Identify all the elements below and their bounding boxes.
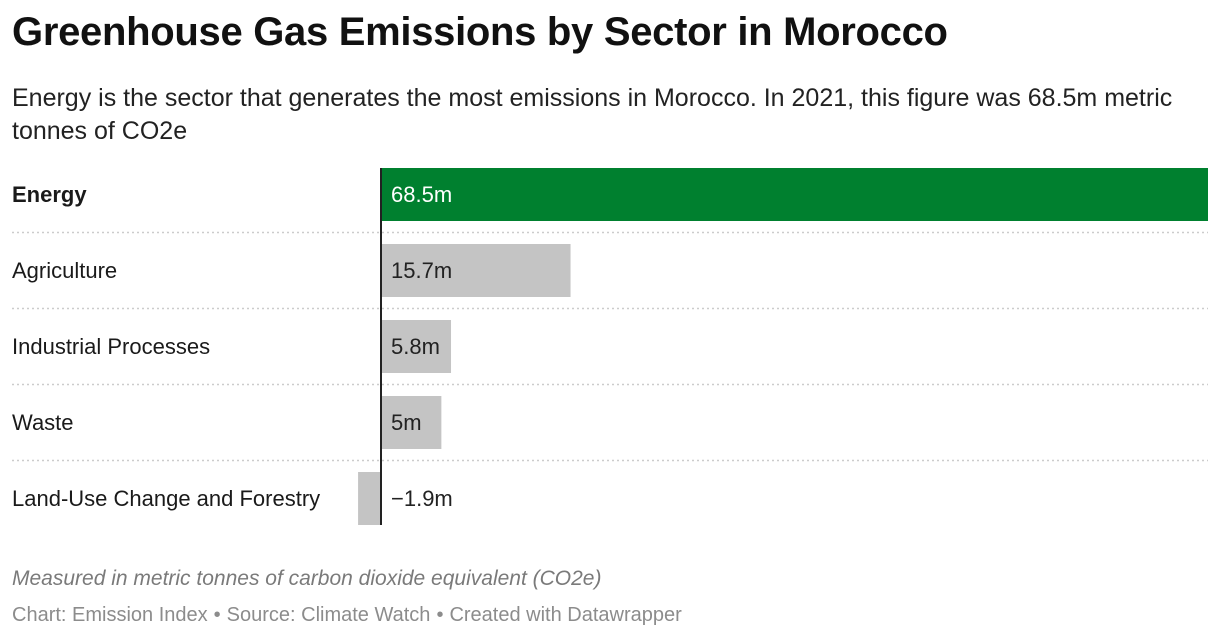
value-label: −1.9m: [391, 486, 453, 511]
value-label: 5.8m: [391, 334, 440, 359]
category-label: Agriculture: [12, 258, 117, 283]
footer-separator: •: [436, 604, 444, 626]
bar: [358, 472, 381, 525]
value-label: 68.5m: [391, 182, 452, 207]
chart-note: Measured in metric tonnes of carbon diox…: [12, 567, 602, 590]
source-credit: Source: Climate Watch: [226, 604, 431, 626]
bar: [381, 168, 1208, 221]
category-label: Industrial Processes: [12, 334, 210, 359]
category-label: Waste: [12, 410, 74, 435]
value-label: 5m: [391, 410, 422, 435]
chart-subtitle: Energy is the sector that generates the …: [12, 84, 1173, 145]
chart-credit: Chart: Emission Index: [12, 604, 208, 626]
value-label: 15.7m: [391, 258, 452, 283]
category-label: Land-Use Change and Forestry: [12, 486, 320, 511]
bar: [381, 320, 452, 373]
chart-footer: Chart: Emission Index • Source: Climate Wa…: [12, 604, 682, 627]
chart-title: Greenhouse Gas Emissions by Sector in Mo…: [12, 10, 948, 54]
bar: [381, 396, 442, 449]
bar: [381, 244, 571, 297]
bar-chart: Energy 68.5m Agriculture 15.7m Industrial Pr…: [12, 168, 1208, 525]
footer-separator: •: [213, 604, 221, 626]
datawrapper-credit: Created with Datawrapper: [449, 604, 682, 626]
category-label: Energy: [12, 182, 87, 207]
